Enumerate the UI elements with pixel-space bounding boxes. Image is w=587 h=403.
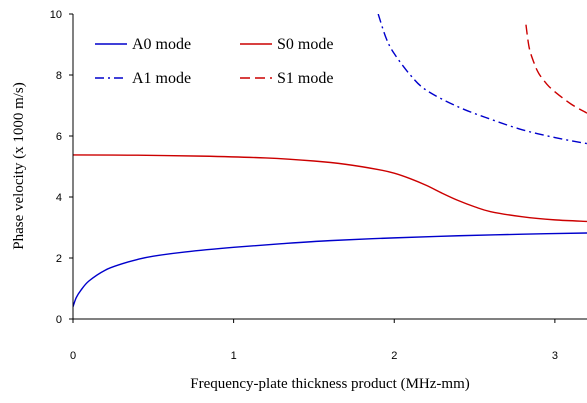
legend-item: S1 mode (240, 70, 333, 87)
y-axis-ticks: 0 2 4 6 8 10 (50, 9, 73, 326)
legend-item: A1 mode (95, 70, 191, 87)
series-line-s0-mode (73, 154, 587, 223)
y-tick-label: 4 (56, 192, 62, 204)
y-tick-label: 2 (56, 253, 62, 265)
legend-label: A0 mode (132, 36, 191, 53)
series-line-a1-mode (377, 14, 587, 145)
y-tick-label: 8 (56, 70, 62, 82)
x-tick-label: 1 (231, 350, 237, 362)
y-axis-title: Phase velocity (x 1000 m/s) (11, 82, 27, 249)
x-tick-label: 0 (70, 350, 76, 362)
legend-label: A1 mode (132, 70, 191, 87)
series-layer (73, 14, 587, 308)
x-axis-ticks: 0 1 2 3 (70, 319, 558, 362)
series-line-a0-mode (73, 232, 587, 308)
legend-item: A0 mode (95, 36, 191, 53)
legend-item: S0 mode (240, 36, 333, 53)
y-tick-label: 6 (56, 131, 62, 143)
x-axis-title: Frequency-plate thickness product (MHz-m… (190, 376, 470, 392)
legend-label: S0 mode (277, 36, 333, 53)
legend: A0 mode S0 mode A1 mode S1 mode (95, 36, 333, 87)
y-tick-label: 0 (56, 314, 62, 326)
y-tick-label: 10 (50, 9, 62, 21)
x-tick-label: 3 (552, 350, 558, 362)
series-line-s1-mode (525, 24, 587, 114)
legend-label: S1 mode (277, 70, 333, 87)
x-tick-label: 2 (391, 350, 397, 362)
